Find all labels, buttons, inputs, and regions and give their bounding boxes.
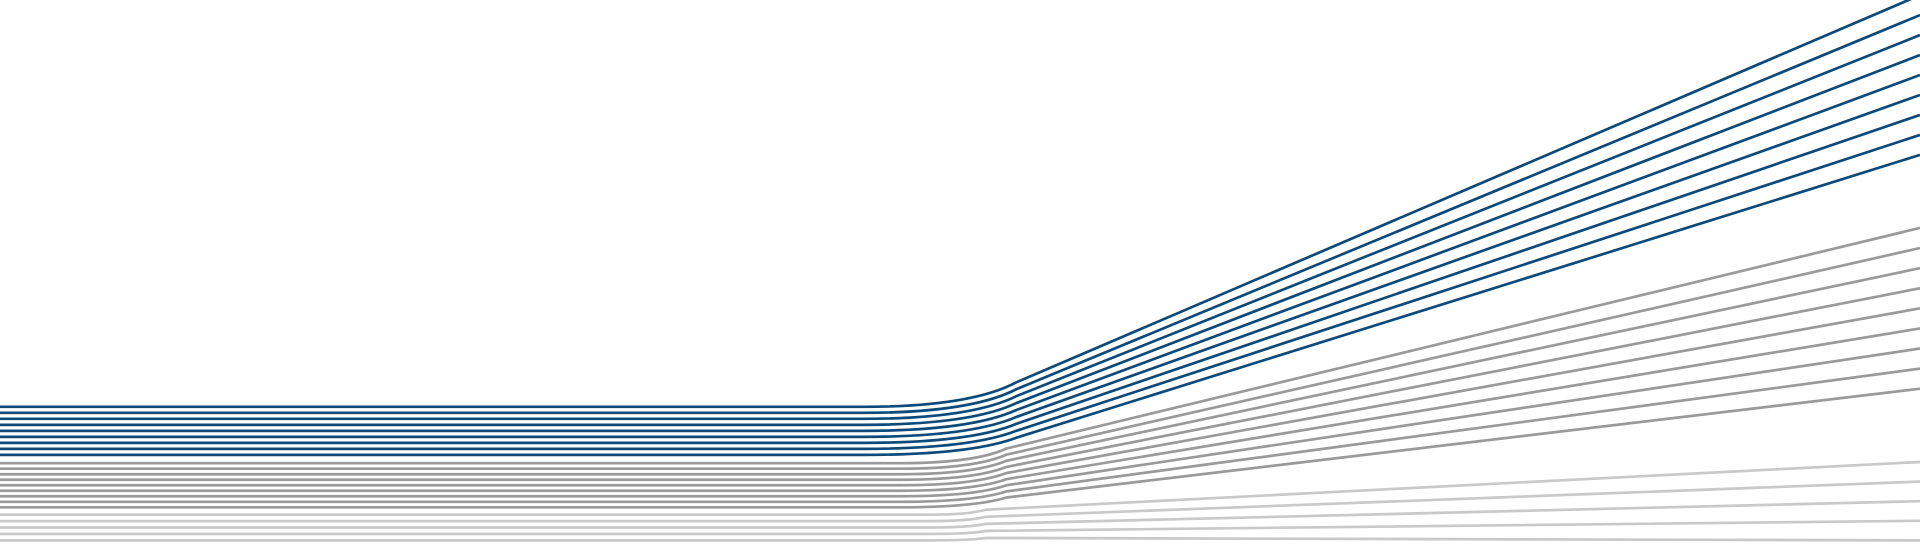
light-gray-line-group [0, 460, 1920, 542]
stripe-line [0, 153, 1920, 457]
stripe-line [0, 347, 1920, 498]
stripe-line [0, 367, 1920, 504]
stripe-line [0, 0, 1912, 409]
stripe-line [0, 33, 1920, 421]
blue-line-group [0, 0, 1920, 457]
stripe-line [0, 113, 1920, 445]
stripe-line [0, 499, 1920, 529]
stripe-line [0, 246, 1920, 471]
stripe-line [0, 460, 1920, 517]
stripe-line [0, 306, 1920, 487]
stripe-line [0, 286, 1920, 482]
stripe-line [0, 327, 1920, 493]
stripe-line [0, 480, 1920, 523]
stripe-line [0, 73, 1920, 433]
stripe-line [0, 519, 1920, 536]
stripe-line [0, 387, 1920, 509]
stripe-line [0, 133, 1920, 451]
gray-line-group [0, 226, 1920, 509]
stripe-line [0, 53, 1920, 427]
stripe-line [0, 226, 1920, 465]
stripe-line [0, 266, 1920, 476]
stripe-line [0, 13, 1920, 415]
stripe-line [0, 93, 1920, 439]
stripe-line [0, 536, 1920, 542]
